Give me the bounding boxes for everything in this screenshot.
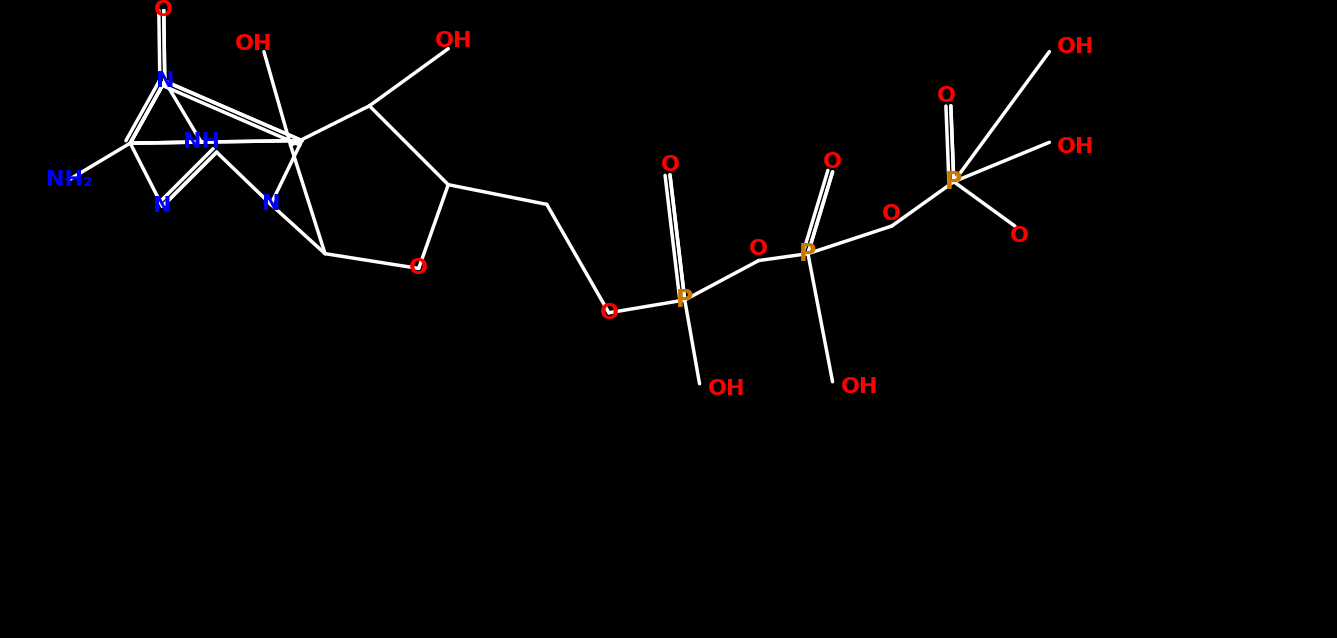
Text: P: P — [945, 170, 963, 194]
Text: NH: NH — [183, 132, 219, 152]
Text: N: N — [154, 197, 171, 216]
Text: O: O — [409, 258, 428, 278]
Text: O: O — [599, 303, 619, 323]
Text: O: O — [936, 86, 956, 106]
Text: P: P — [800, 242, 817, 265]
Text: O: O — [660, 155, 679, 175]
Text: O: O — [749, 239, 769, 259]
Text: OH: OH — [841, 376, 878, 397]
Text: O: O — [882, 204, 901, 224]
Text: OH: OH — [707, 379, 745, 399]
Text: NH₂: NH₂ — [45, 170, 92, 189]
Text: N: N — [262, 195, 279, 214]
Text: N: N — [155, 71, 174, 91]
Text: OH: OH — [435, 31, 472, 51]
Text: OH: OH — [1058, 137, 1095, 157]
Text: P: P — [677, 288, 694, 312]
Text: O: O — [1011, 226, 1029, 246]
Text: O: O — [154, 0, 174, 20]
Text: O: O — [824, 152, 842, 172]
Text: OH: OH — [1058, 37, 1095, 57]
Text: OH: OH — [235, 34, 273, 54]
